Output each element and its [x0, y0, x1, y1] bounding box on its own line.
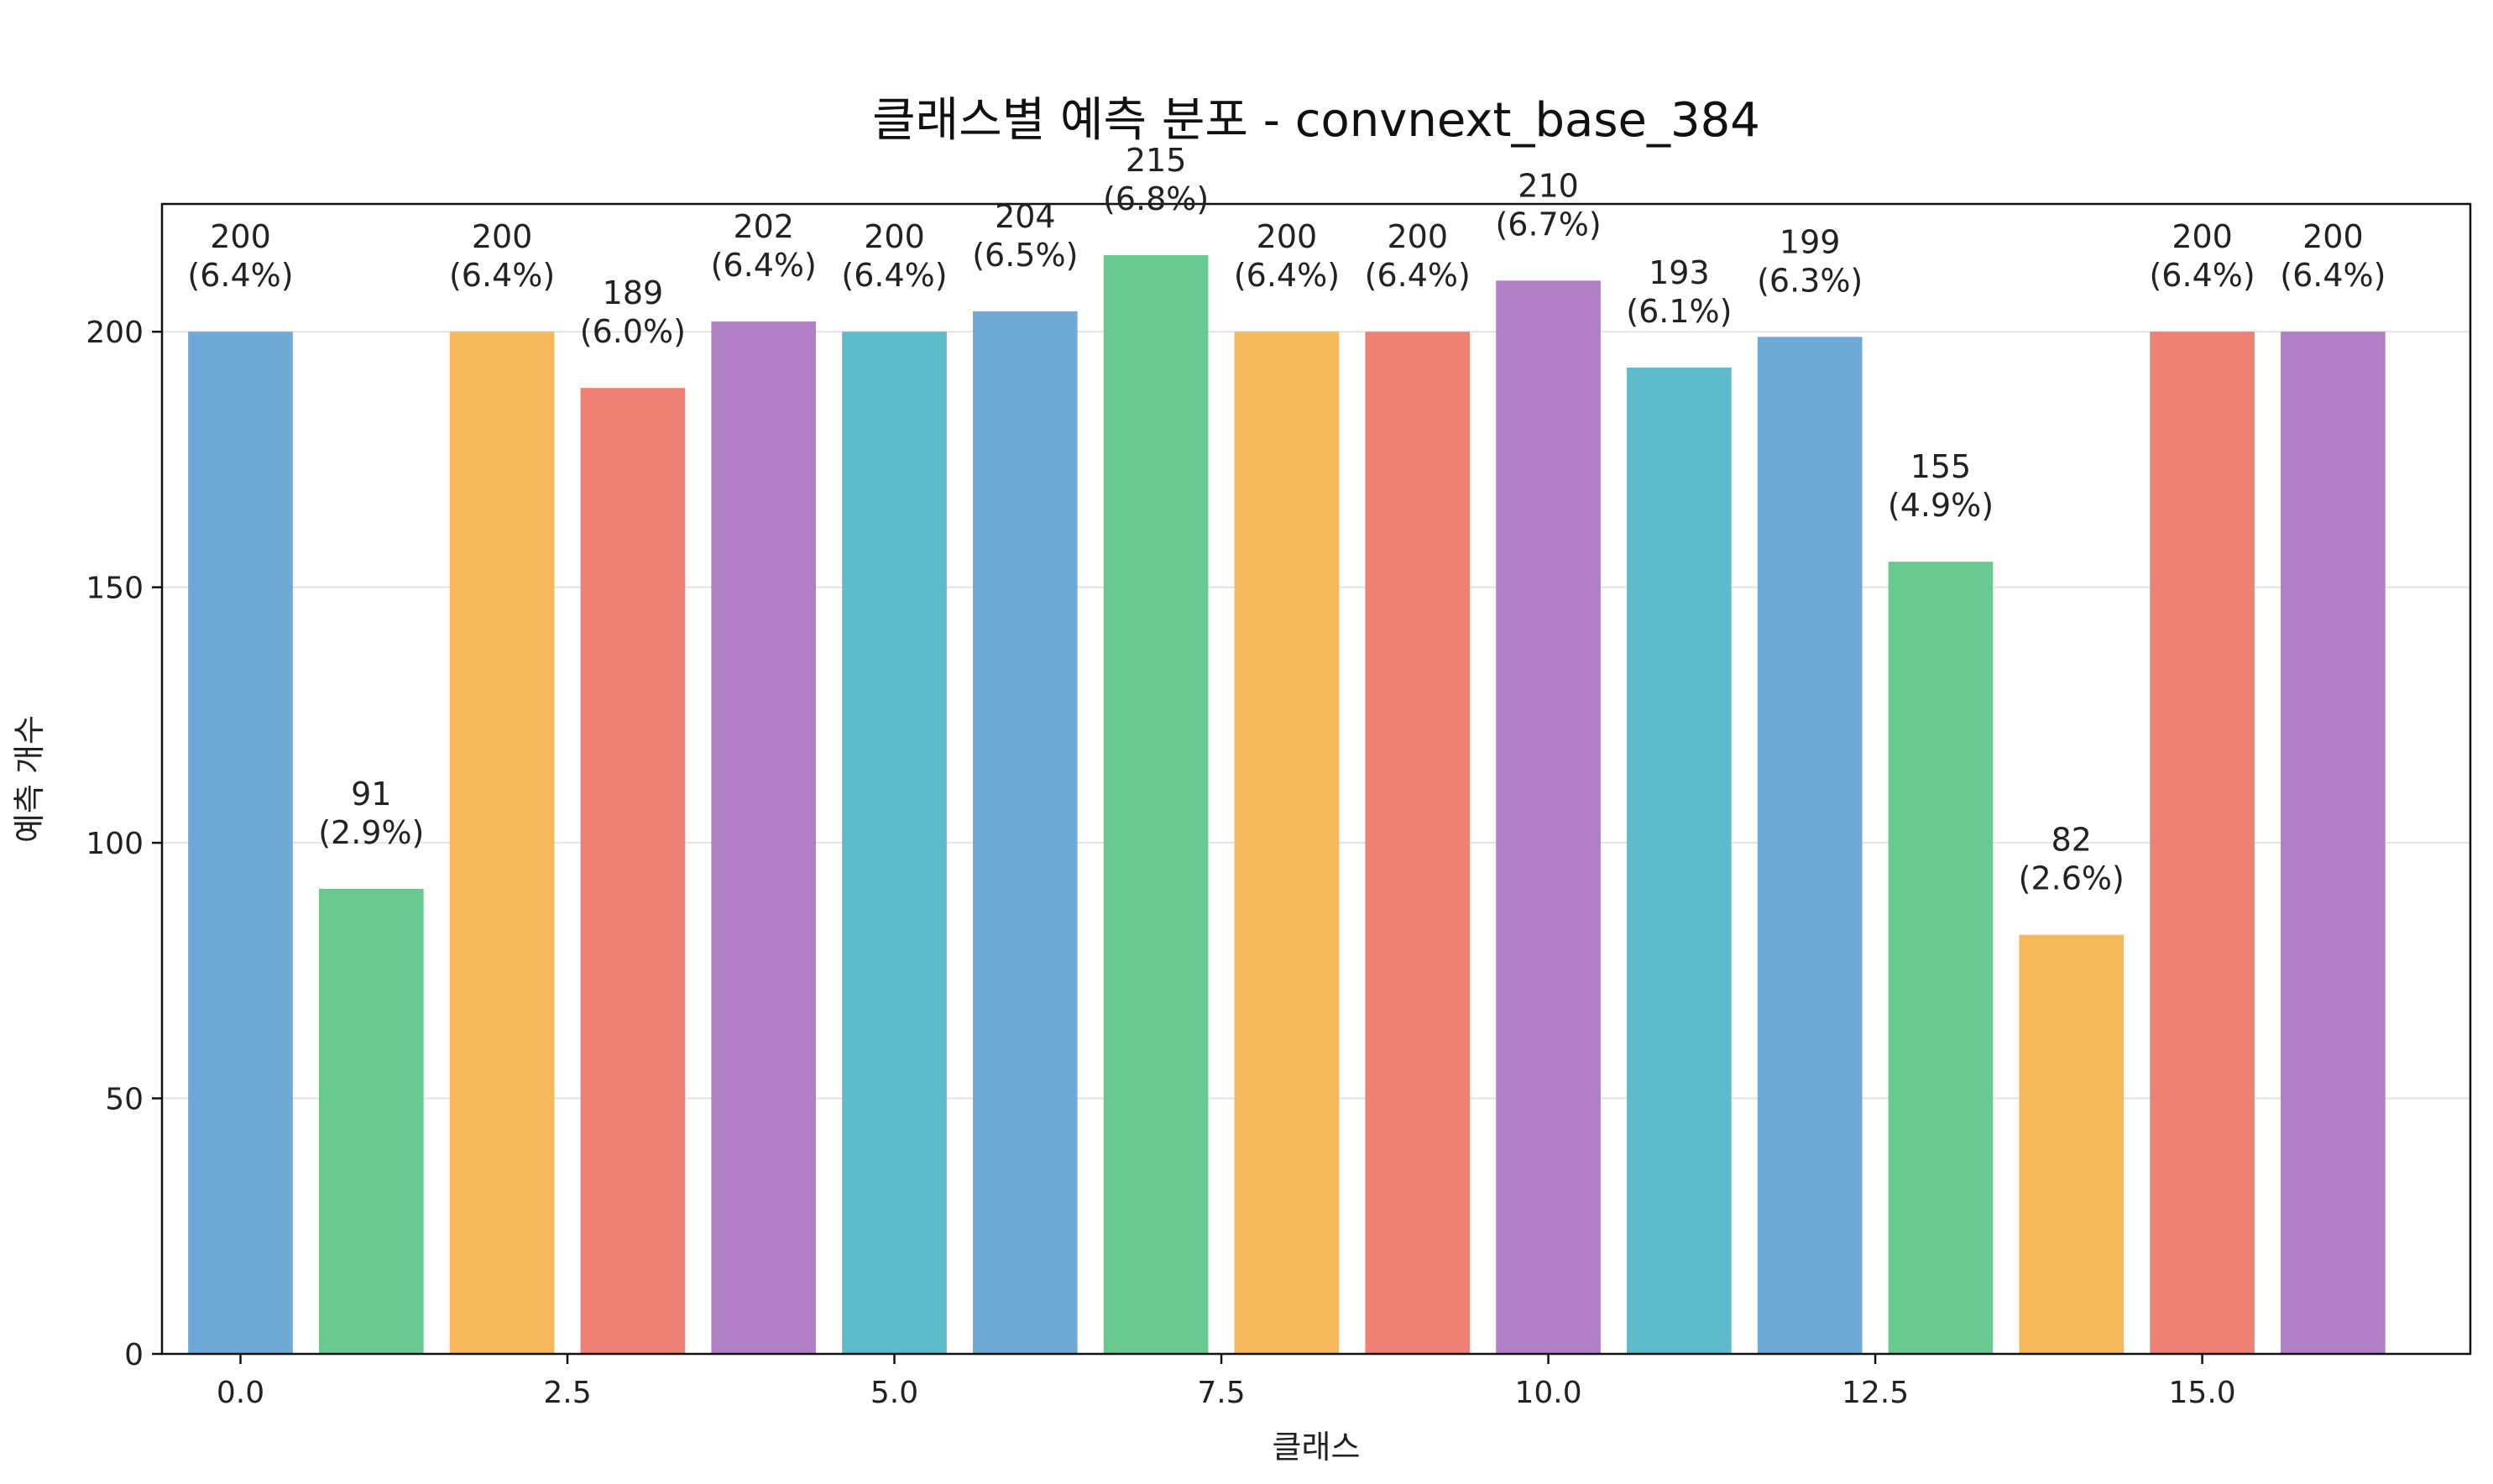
y-axis-label: 예측 개수 [11, 715, 48, 843]
data-label-percent: (6.7%) [1495, 206, 1601, 243]
data-labels: 200(6.4%)91(2.9%)200(6.4%) 189(6.0%)202(6… [187, 142, 2386, 897]
data-label-percent: (6.4%) [1365, 257, 1471, 294]
bar [1234, 332, 1340, 1355]
data-label-percent: (6.4%) [711, 247, 817, 284]
bar [1365, 332, 1471, 1355]
bar [1627, 367, 1732, 1354]
x-tick-label: 5.0 [870, 1376, 918, 1410]
bar [580, 388, 686, 1355]
data-label-count: 193 [1649, 254, 1710, 291]
data-label-percent: (4.9%) [1888, 487, 1994, 524]
data-label-count: 200 [472, 218, 533, 255]
data-label-percent: (6.4%) [187, 257, 293, 294]
data-label-percent: (6.0%) [580, 313, 686, 350]
x-tick-label: 2.5 [543, 1376, 591, 1410]
data-label-count: 200 [2172, 218, 2233, 255]
data-label-count: 199 [1780, 223, 1841, 260]
data-label-count: 215 [1126, 142, 1187, 179]
bar [1888, 562, 1994, 1354]
data-label-count: 200 [1387, 218, 1448, 255]
bar [973, 311, 1078, 1354]
data-label-count: 155 [1910, 448, 1972, 485]
chart-title: 클래스별 예측 분포 - convnext_base_384 [872, 93, 1760, 148]
x-tick-label: 7.5 [1197, 1376, 1245, 1410]
data-label-count: 200 [864, 218, 925, 255]
data-label-percent: (6.4%) [841, 257, 947, 294]
x-tick-label: 0.0 [217, 1376, 264, 1410]
y-tick-label: 0 [124, 1338, 144, 1372]
data-label-count: 91 [351, 776, 391, 813]
bar [449, 332, 555, 1355]
bar [1496, 280, 1601, 1354]
data-label-count: 200 [1257, 218, 1318, 255]
data-label-percent: (6.4%) [2280, 257, 2386, 294]
bar [318, 888, 424, 1354]
plot-frame [160, 202, 2472, 1356]
bar [842, 332, 947, 1355]
data-label-percent: (6.1%) [1626, 293, 1732, 330]
bar [188, 332, 293, 1355]
data-label-percent: (2.9%) [318, 814, 424, 851]
data-label-count: 200 [2302, 218, 2364, 255]
data-label-percent: (6.4%) [2149, 257, 2255, 294]
y-axis-ticks: 0 50 100 150 200 [86, 316, 162, 1372]
data-label-percent: (6.3%) [1757, 262, 1863, 299]
y-tick-label: 150 [86, 572, 144, 606]
data-label-percent: (6.4%) [449, 257, 555, 294]
data-label-count: 200 [210, 218, 271, 255]
bar [2019, 934, 2125, 1354]
bar [2150, 332, 2255, 1355]
bar [711, 321, 817, 1354]
data-label-count: 202 [733, 208, 794, 245]
x-tick-label: 12.5 [1842, 1376, 1909, 1410]
x-tick-label: 15.0 [2169, 1376, 2236, 1410]
data-label-count: 189 [603, 274, 664, 311]
data-label-count: 210 [1518, 167, 1579, 204]
x-tick-label: 10.0 [1514, 1376, 1581, 1410]
bar [1103, 254, 1209, 1354]
data-label-percent: (2.6%) [2019, 860, 2125, 897]
data-label-count: 204 [995, 198, 1056, 235]
y-tick-label: 100 [86, 827, 144, 861]
y-tick-label: 50 [105, 1083, 144, 1117]
data-label-percent: (6.8%) [1103, 180, 1209, 217]
y-tick-label: 200 [86, 316, 144, 350]
bar [2281, 332, 2386, 1355]
bar [1757, 337, 1863, 1355]
x-axis-label: 클래스 [1273, 1429, 1361, 1466]
bars [188, 254, 2386, 1355]
x-axis-ticks: 0.0 2.5 5.0 7.5 10.0 12.5 15.0 [217, 1354, 2236, 1410]
data-label-percent: (6.5%) [972, 237, 1078, 274]
data-label-count: 82 [2051, 822, 2092, 859]
data-label-percent: (6.4%) [1234, 257, 1340, 294]
